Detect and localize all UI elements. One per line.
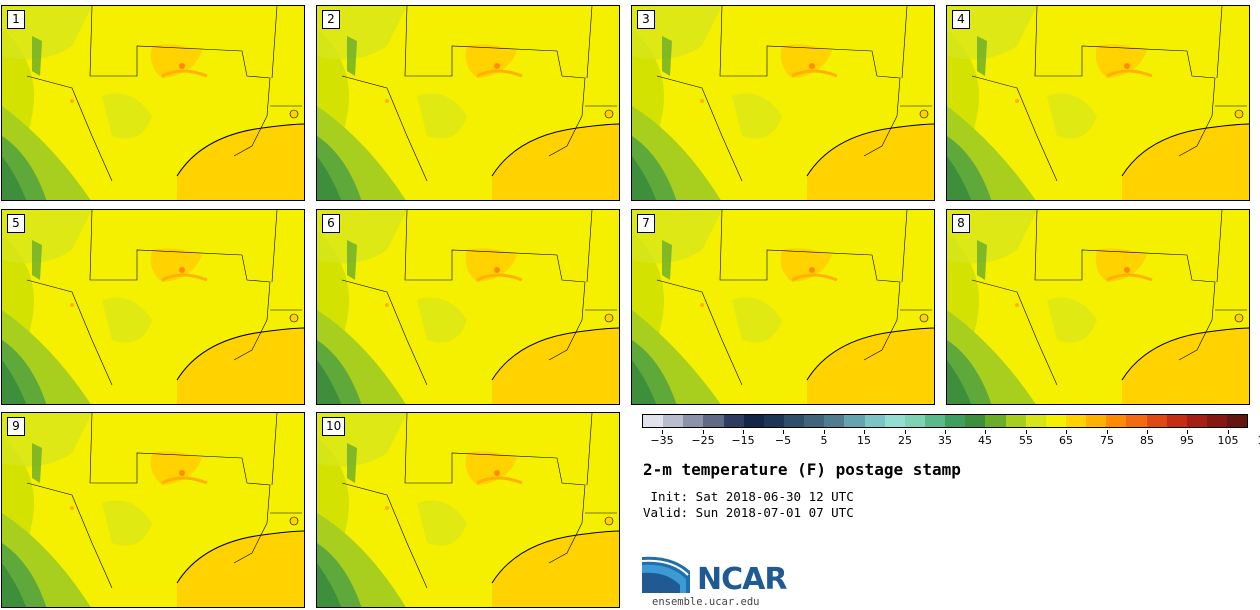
colorbar-swatch: [743, 415, 764, 427]
ensemble-member-map: 1: [1, 5, 305, 201]
colorbar-swatch: [985, 415, 1006, 427]
colorbar-ticks: −35 −25 −15 −5 5 15 25 35 45 55 65 75 85 95 105 115: [642, 430, 1260, 450]
colorbar-tick-label: 85: [1140, 434, 1154, 447]
member-label: 7: [637, 214, 655, 233]
colorbar-swatch: [844, 415, 865, 427]
colorbar-swatch: [824, 415, 845, 427]
colorbar-swatch: [663, 415, 684, 427]
colorbar-tick-label: 25: [898, 434, 912, 447]
colorbar-tick: [743, 430, 744, 434]
colorbar-tick-label: 75: [1100, 434, 1114, 447]
colorbar-swatch: [1186, 415, 1207, 427]
map-title: 2-m temperature (F) postage stamp: [643, 460, 961, 479]
member-label: 4: [952, 10, 970, 29]
member-label: 10: [322, 417, 346, 436]
colorbar-swatch: [965, 415, 986, 427]
colorbar-swatch: [783, 415, 805, 427]
colorbar-tick: [783, 430, 784, 434]
colorbar: [642, 414, 1248, 428]
colorbar-tick-label: −35: [650, 434, 674, 447]
colorbar-tick-label: 55: [1019, 434, 1033, 447]
colorbar-tick-label: 45: [978, 434, 992, 447]
member-label: 1: [7, 10, 25, 29]
colorbar-swatch: [1146, 415, 1167, 427]
colorbar-tick: [662, 430, 663, 434]
ensemble-member-map: 2: [316, 5, 620, 201]
member-label: 3: [637, 10, 655, 29]
colorbar-swatch: [904, 415, 925, 427]
colorbar-tick: [864, 430, 865, 434]
colorbar-swatch: [945, 415, 966, 427]
colorbar-tick: [1147, 430, 1148, 434]
colorbar-swatch: [763, 415, 784, 427]
colorbar-swatch: [1005, 415, 1026, 427]
valid-time: Valid: Sun 2018-07-01 07 UTC: [643, 505, 854, 520]
colorbar-tick: [824, 430, 825, 434]
colorbar-swatch: [1065, 415, 1087, 427]
ensemble-url[interactable]: ensemble.ucar.edu: [652, 596, 760, 608]
colorbar-swatch: [643, 415, 664, 427]
colorbar-swatch: [1106, 415, 1127, 427]
colorbar-tick-label: 5: [820, 434, 828, 447]
colorbar-swatch: [1227, 415, 1248, 427]
colorbar-tick: [1187, 430, 1188, 434]
init-time: Init: Sat 2018-06-30 12 UTC: [643, 489, 854, 504]
ensemble-member-map: 4: [946, 5, 1250, 201]
member-label: 9: [7, 417, 25, 436]
colorbar-swatch: [884, 415, 905, 427]
colorbar-tick-label: 95: [1180, 434, 1194, 447]
colorbar-tick: [1026, 430, 1027, 434]
colorbar-tick-label: −25: [691, 434, 715, 447]
colorbar-tick: [1228, 430, 1229, 434]
ensemble-member-map: 6: [316, 209, 620, 405]
ncar-logo-text: NCAR: [697, 562, 787, 597]
ncar-logo-icon: [642, 556, 690, 593]
colorbar-swatch: [703, 415, 724, 427]
colorbar-tick-label: 115: [1258, 434, 1260, 447]
colorbar-swatch: [1166, 415, 1187, 427]
colorbar-swatch: [1025, 415, 1046, 427]
member-label: 5: [7, 214, 25, 233]
colorbar-swatch: [1045, 415, 1066, 427]
colorbar-tick: [1107, 430, 1108, 434]
colorbar-tick: [905, 430, 906, 434]
colorbar-swatch: [1086, 415, 1107, 427]
colorbar-swatch: [723, 415, 744, 427]
colorbar-tick-label: 105: [1217, 434, 1239, 447]
ensemble-member-map: 3: [631, 5, 935, 201]
colorbar-tick: [985, 430, 986, 434]
colorbar-tick-label: 15: [857, 434, 871, 447]
colorbar-swatch: [683, 415, 704, 427]
ensemble-member-map: 8: [946, 209, 1250, 405]
colorbar-swatch: [1126, 415, 1147, 427]
member-label: 8: [952, 214, 970, 233]
colorbar-swatch: [1206, 415, 1228, 427]
ensemble-member-map: 5: [1, 209, 305, 405]
ensemble-member-map: 9: [1, 412, 305, 608]
colorbar-swatch: [924, 415, 946, 427]
colorbar-tick-label: 35: [938, 434, 952, 447]
colorbar-tick-label: 65: [1059, 434, 1073, 447]
member-label: 2: [322, 10, 340, 29]
colorbar-tick-label: −15: [731, 434, 755, 447]
ensemble-member-map: 10: [316, 412, 620, 608]
colorbar-tick-label: −5: [774, 434, 792, 447]
member-label: 6: [322, 214, 340, 233]
ensemble-member-map: 7: [631, 209, 935, 405]
colorbar-swatch: [864, 415, 885, 427]
colorbar-tick: [703, 430, 704, 434]
colorbar-swatch: [804, 415, 825, 427]
colorbar-tick: [1066, 430, 1067, 434]
colorbar-tick: [945, 430, 946, 434]
